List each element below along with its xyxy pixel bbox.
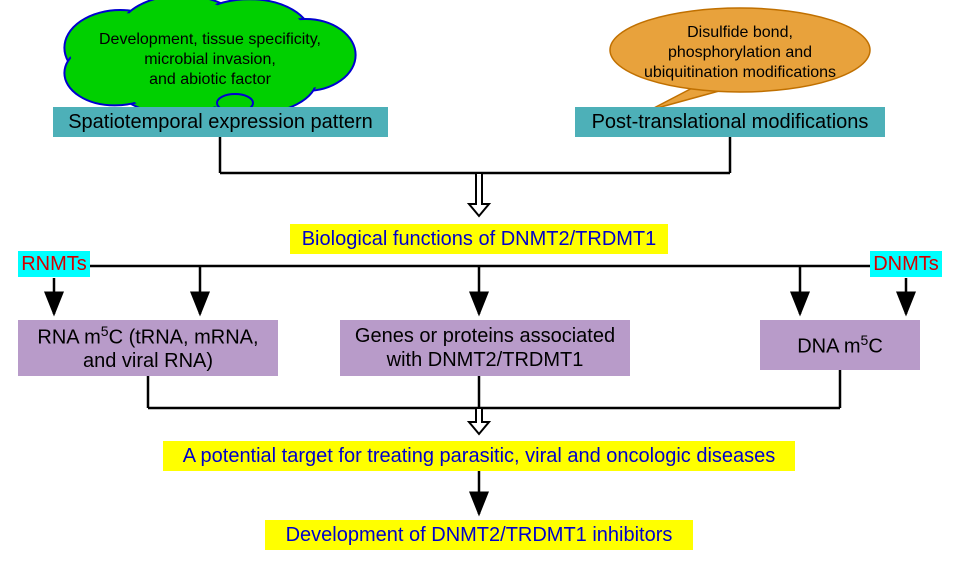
ptm-box: Post-translational modifications <box>575 107 885 137</box>
inhibitors-box: Development of DNMT2/TRDMT1 inhibitors <box>265 520 693 550</box>
target-box: A potential target for treating parasiti… <box>163 441 795 471</box>
rna-m5c-box: RNA m5C (tRNA, mRNA,and viral RNA) <box>18 320 278 376</box>
speech-text: Disulfide bond,phosphorylation andubiqui… <box>625 23 855 83</box>
inhibitors-label: Development of DNMT2/TRDMT1 inhibitors <box>286 523 673 547</box>
rnmts-label: RNMTs <box>21 252 87 276</box>
bio-func-box: Biological functions of DNMT2/TRDMT1 <box>290 224 668 254</box>
rna-m5c-label: RNA m5C (tRNA, mRNA,and viral RNA) <box>37 323 258 374</box>
spatiotemporal-box: Spatiotemporal expression pattern <box>53 107 388 137</box>
dna-m5c-box: DNA m5C <box>760 320 920 370</box>
bio-func-label: Biological functions of DNMT2/TRDMT1 <box>302 227 657 251</box>
cloud-text: Development, tissue specificity,microbia… <box>90 30 330 90</box>
genes-proteins-label: Genes or proteins associatedwith DNMT2/T… <box>355 324 615 372</box>
ptm-label: Post-translational modifications <box>592 110 869 134</box>
dnmts-label: DNMTs <box>873 252 939 276</box>
rnmts-tag: RNMTs <box>18 251 90 277</box>
dna-m5c-label: DNA m5C <box>797 332 883 359</box>
target-label: A potential target for treating parasiti… <box>183 444 776 468</box>
dnmts-tag: DNMTs <box>870 251 942 277</box>
spatiotemporal-label: Spatiotemporal expression pattern <box>68 110 373 134</box>
genes-proteins-box: Genes or proteins associatedwith DNMT2/T… <box>340 320 630 376</box>
